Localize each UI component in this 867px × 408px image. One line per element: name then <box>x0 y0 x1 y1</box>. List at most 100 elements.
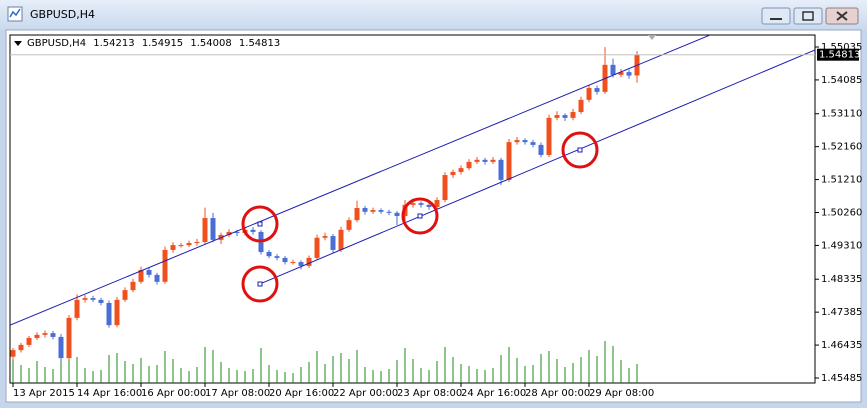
x-tick-label: 17 Apr 08:00 <box>205 388 270 399</box>
x-tick-label: 29 Apr 08:00 <box>589 388 654 399</box>
y-tick-label: 1.52160 <box>821 142 862 153</box>
candle-body <box>338 229 344 250</box>
candle-body <box>122 290 128 300</box>
candle-body <box>482 159 488 162</box>
channel-line <box>259 49 815 285</box>
candle-body <box>378 210 384 212</box>
candle-body <box>162 249 168 282</box>
candle-body <box>210 218 216 240</box>
current-price-label: 1.54813 <box>819 50 860 61</box>
candle-body <box>586 88 592 100</box>
y-tick-label: 1.51210 <box>821 175 862 186</box>
anchor-points <box>257 147 583 287</box>
candle-body <box>354 207 360 221</box>
candle-body <box>562 115 568 118</box>
annotation-circles <box>241 131 599 303</box>
window-icon-graph <box>9 8 21 18</box>
candle-body <box>418 203 424 205</box>
candle-body <box>610 64 616 75</box>
candle-body <box>394 212 400 216</box>
highlight-circle <box>241 205 279 243</box>
title-bar <box>0 0 867 30</box>
candle-body <box>74 299 80 318</box>
window-title: GBPUSD,H4 <box>30 8 95 21</box>
candle-body <box>434 200 440 207</box>
x-tick-label: 16 Apr 00:00 <box>141 388 206 399</box>
x-tick-label: 22 Apr 00:00 <box>333 388 398 399</box>
candle-body <box>154 274 160 282</box>
candle-body <box>322 236 328 238</box>
chart-menu-triangle[interactable] <box>14 41 22 46</box>
candle-body <box>98 299 104 303</box>
x-tick-label: 20 Apr 16:00 <box>269 388 334 399</box>
candle-body <box>90 298 96 300</box>
x-tick-label: 14 Apr 16:00 <box>77 388 142 399</box>
candle-body <box>266 252 272 257</box>
header-open: 1.54213 <box>93 38 134 49</box>
candle-body <box>234 231 240 233</box>
candle-body <box>522 140 528 143</box>
candle-body <box>130 281 136 291</box>
candle-body <box>594 88 600 92</box>
y-tick-label: 1.54085 <box>821 75 862 86</box>
channel-layer <box>10 35 815 326</box>
candle-body <box>578 99 584 112</box>
anchor-point <box>257 221 263 227</box>
window-buttons <box>761 7 859 25</box>
candle-body <box>114 299 120 326</box>
candle-body <box>466 161 472 169</box>
chart-header: GBPUSD,H4 1.54213 1.54915 1.54008 1.5481… <box>27 38 280 49</box>
candle-body <box>514 140 520 143</box>
candle-body <box>250 229 256 232</box>
candle-body <box>194 241 200 244</box>
candle-body <box>298 262 304 266</box>
candle-body <box>330 236 336 250</box>
y-tick-label: 1.55035 <box>821 42 862 53</box>
candle-body <box>498 159 504 180</box>
candle-body <box>282 257 288 263</box>
candle-body <box>410 203 416 205</box>
x-tick-label: 23 Apr 08:00 <box>397 388 462 399</box>
y-tick-label: 1.46435 <box>821 340 862 351</box>
volume-layer <box>12 341 638 383</box>
chart-symbol: GBPUSD,H4 <box>27 38 86 49</box>
y-tick-label: 1.48335 <box>821 274 862 285</box>
candle-body <box>10 350 16 357</box>
candle-body <box>618 72 624 75</box>
chart-panel <box>5 29 862 403</box>
candle-body <box>546 117 552 155</box>
anchor-point <box>577 147 583 153</box>
channel-line <box>10 35 712 326</box>
close-icon <box>836 11 848 21</box>
highlight-circle <box>561 131 599 169</box>
candle-body <box>362 207 368 212</box>
candle-body <box>426 204 432 207</box>
candle-body <box>186 243 192 246</box>
y-tick-label: 1.49310 <box>821 240 862 251</box>
candle-body <box>290 262 296 264</box>
candle-body <box>66 317 72 359</box>
candle-body <box>306 257 312 266</box>
y-tick-label: 1.50260 <box>821 208 862 219</box>
header-low: 1.54008 <box>190 38 231 49</box>
candle-body <box>538 144 544 155</box>
header-high: 1.54915 <box>142 38 183 49</box>
x-tick-label: 24 Apr 16:00 <box>461 388 526 399</box>
candle-body <box>146 270 152 275</box>
candle-body <box>58 336 64 359</box>
minimize-button[interactable] <box>761 7 791 25</box>
candle-body <box>138 270 144 282</box>
candle-body <box>202 218 208 242</box>
candle-body <box>26 337 32 345</box>
candle-body <box>34 334 40 338</box>
current-price-box <box>817 48 859 61</box>
chart-shift-marker[interactable] <box>648 35 656 40</box>
candle-body <box>178 245 184 247</box>
candle-body <box>50 333 56 337</box>
x-tick-label: 13 Apr 2015 <box>13 388 75 399</box>
candle-body <box>106 302 112 326</box>
candle-body <box>490 159 496 162</box>
restore-button[interactable] <box>793 7 823 25</box>
